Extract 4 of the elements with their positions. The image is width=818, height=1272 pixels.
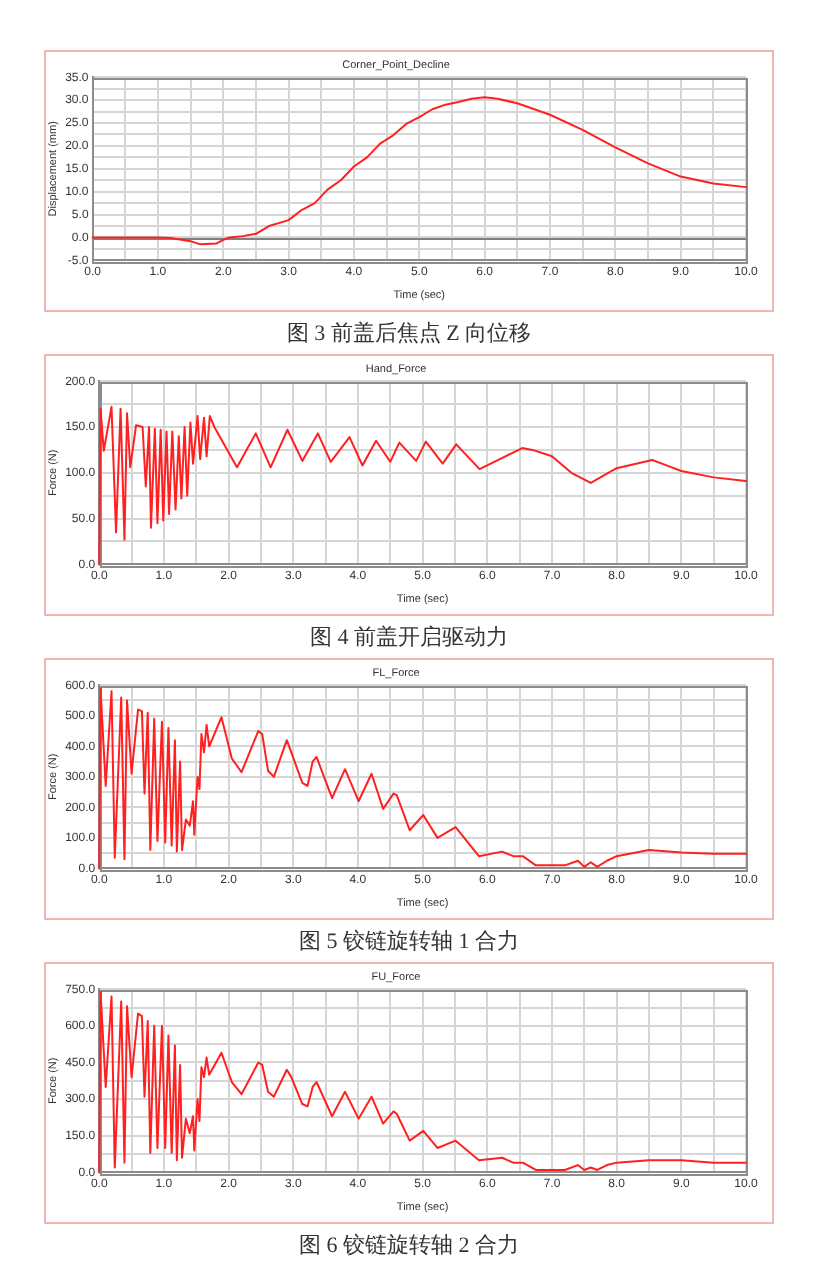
caption: 图 5 铰链旋转轴 1 合力 — [297, 928, 521, 956]
caption: 图 4 前盖开启驱动力 — [308, 624, 510, 652]
caption: 图 3 前盖后焦点 Z 向位移 — [284, 320, 534, 348]
caption: 图 6 铰链旋转轴 2 合力 — [297, 1232, 521, 1260]
